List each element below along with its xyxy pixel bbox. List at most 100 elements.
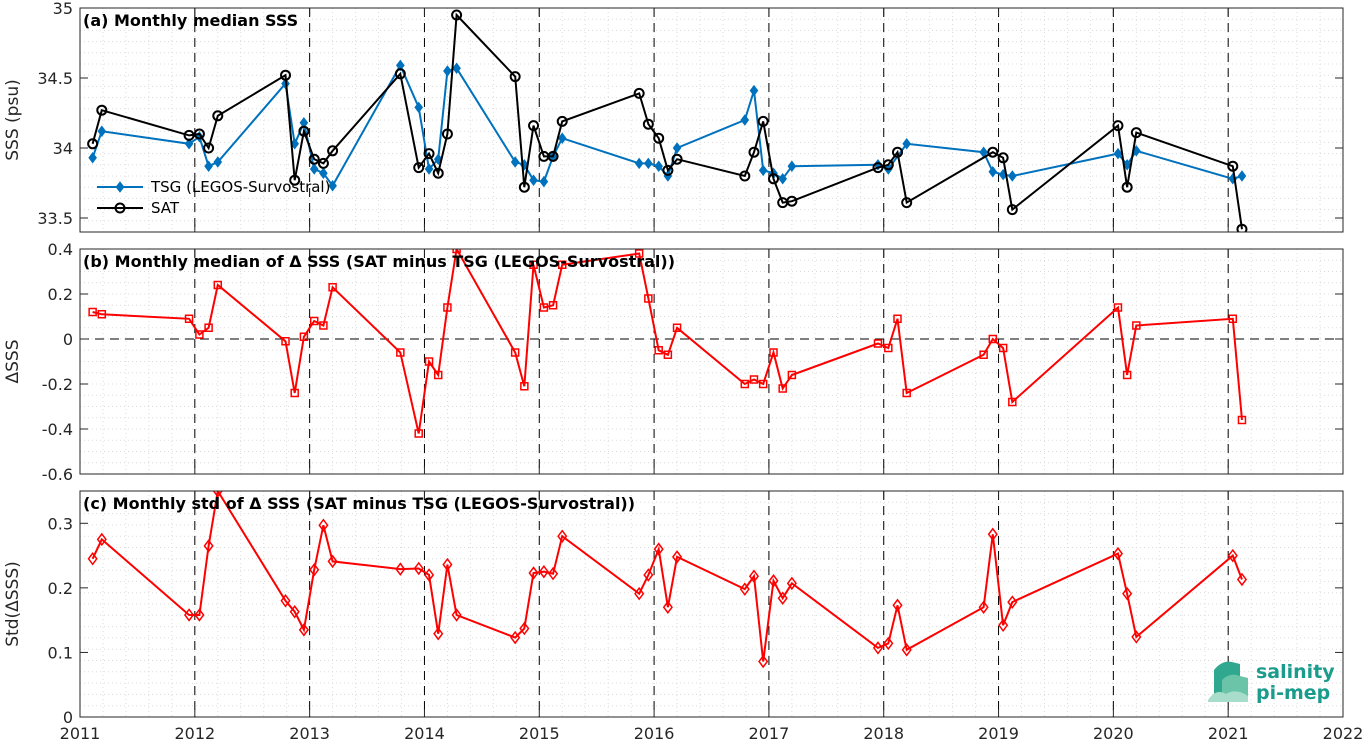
y-tick-label: 0.2 bbox=[48, 579, 73, 598]
data-point bbox=[88, 307, 97, 317]
data-point bbox=[299, 332, 309, 341]
data-point bbox=[290, 388, 299, 398]
data-point bbox=[892, 146, 904, 158]
data-point bbox=[433, 153, 443, 165]
data-point bbox=[395, 562, 406, 576]
data-point bbox=[441, 128, 453, 140]
y-tick-label: 0.3 bbox=[48, 514, 73, 533]
data-point bbox=[510, 630, 521, 645]
data-point bbox=[308, 153, 320, 165]
data-point bbox=[979, 350, 988, 359]
data-point bbox=[1227, 160, 1239, 172]
data-point bbox=[1122, 370, 1132, 380]
data-point bbox=[1112, 546, 1124, 561]
x-tick-label: 2017 bbox=[749, 724, 790, 743]
data-point bbox=[778, 173, 787, 185]
data-point bbox=[424, 357, 434, 366]
x-tick-label: 2019 bbox=[978, 724, 1019, 743]
data-point bbox=[414, 429, 423, 438]
data-point bbox=[443, 303, 452, 312]
data-point bbox=[1112, 120, 1124, 132]
logo-text-line2: pi-mep bbox=[1256, 682, 1330, 704]
data-point bbox=[557, 529, 568, 543]
data-point bbox=[749, 84, 759, 97]
data-point bbox=[319, 321, 328, 330]
data-point bbox=[290, 138, 300, 150]
data-point bbox=[193, 128, 205, 140]
data-point bbox=[309, 563, 320, 577]
x-tick-label: 2015 bbox=[519, 724, 560, 743]
data-point bbox=[663, 350, 673, 359]
data-point bbox=[1113, 147, 1123, 160]
data-point bbox=[328, 180, 337, 192]
data-point bbox=[289, 604, 300, 619]
x-tick-label: 2022 bbox=[1323, 724, 1364, 743]
data-point bbox=[988, 166, 998, 178]
data-point bbox=[634, 249, 644, 258]
data-point bbox=[510, 156, 520, 168]
data-point bbox=[748, 146, 760, 158]
data-point bbox=[433, 626, 444, 641]
data-point bbox=[1008, 170, 1017, 182]
data-point bbox=[662, 164, 674, 176]
data-point bbox=[1237, 415, 1247, 425]
x-tick-label: 2012 bbox=[174, 724, 215, 743]
y-tick-label: -0.4 bbox=[42, 420, 73, 439]
x-tick-label: 2018 bbox=[863, 724, 904, 743]
y-tick-label: 34.5 bbox=[37, 69, 73, 88]
data-point bbox=[653, 132, 665, 144]
data-point bbox=[520, 382, 529, 391]
data-point bbox=[547, 566, 559, 581]
data-point bbox=[194, 608, 205, 622]
y-axis-label: Std(ΔSSS) bbox=[3, 561, 23, 647]
y-tick-label: 0.2 bbox=[48, 285, 73, 304]
data-point bbox=[538, 564, 549, 579]
data-point bbox=[547, 150, 559, 162]
data-point bbox=[519, 621, 530, 636]
data-point bbox=[414, 101, 424, 114]
data-point bbox=[642, 118, 654, 130]
data-point bbox=[901, 643, 912, 657]
plot-area bbox=[80, 491, 1343, 717]
chart-panels: 33.5 34 34.5 35 SSS (psu) (a) Monthly median … bbox=[3, 0, 1344, 727]
data-point bbox=[518, 181, 530, 193]
data-point bbox=[778, 384, 787, 393]
data-point bbox=[96, 532, 107, 547]
data-point bbox=[633, 87, 645, 99]
data-point bbox=[281, 337, 290, 346]
plot-frame bbox=[79, 7, 1344, 233]
data-point bbox=[997, 152, 1009, 164]
data-point bbox=[653, 542, 664, 556]
panel-0: 33.5 34 34.5 35 SSS (psu) (a) Monthly median … bbox=[3, 0, 1344, 233]
data-point bbox=[634, 586, 645, 601]
data-point bbox=[97, 125, 107, 137]
data-point bbox=[319, 167, 328, 179]
y-tick-label: -0.6 bbox=[42, 465, 73, 484]
data-point bbox=[902, 388, 911, 398]
logo-text-line1: salinity bbox=[1256, 661, 1335, 683]
y-tick-label: 34 bbox=[53, 139, 73, 158]
panel-title: (b) Monthly median of Δ SSS (SAT minus T… bbox=[83, 252, 675, 271]
data-point bbox=[87, 138, 99, 150]
data-point bbox=[662, 600, 673, 614]
data-point bbox=[739, 170, 751, 182]
data-point bbox=[396, 348, 405, 357]
data-point bbox=[96, 104, 108, 116]
data-point bbox=[654, 346, 663, 355]
data-point bbox=[557, 132, 567, 144]
plot-frame bbox=[79, 248, 1344, 475]
data-point bbox=[309, 316, 319, 326]
data-point bbox=[1007, 595, 1018, 609]
data-point bbox=[423, 148, 435, 160]
data-point bbox=[529, 174, 538, 186]
data-point bbox=[1131, 630, 1142, 644]
data-point bbox=[203, 539, 214, 553]
data-point bbox=[883, 636, 894, 651]
y-tick-label: 0.1 bbox=[48, 643, 73, 662]
data-point bbox=[280, 594, 291, 608]
series-line-0 bbox=[92, 249, 1243, 434]
data-point bbox=[413, 162, 425, 174]
data-point bbox=[212, 491, 223, 498]
data-point bbox=[644, 294, 653, 303]
